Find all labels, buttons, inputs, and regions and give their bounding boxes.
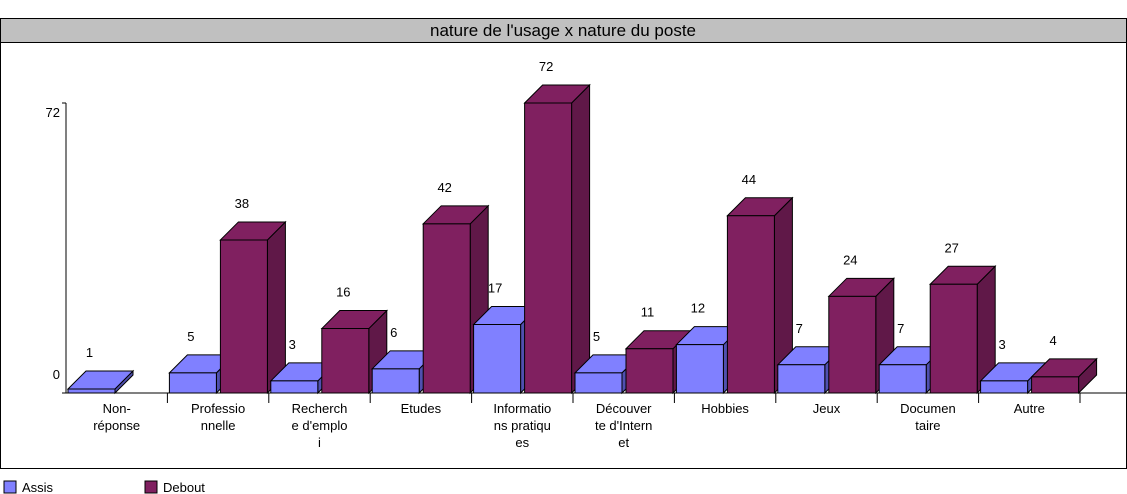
bar [1030, 357, 1098, 395]
x-tick-label: Hobbies [701, 401, 749, 416]
bar-face [574, 372, 623, 394]
x-tick-label: Informatio ns pratiqu es [493, 401, 552, 450]
bar-face [625, 348, 674, 394]
bar-face [168, 372, 217, 394]
bar-face [219, 239, 268, 394]
data-label: 6 [390, 325, 397, 340]
bar [219, 220, 287, 395]
bar-face [371, 368, 420, 394]
bar-face [524, 102, 573, 394]
bar-face [828, 295, 877, 394]
bar-face [980, 380, 1029, 394]
data-label: 27 [944, 240, 958, 255]
data-label: 24 [843, 252, 857, 267]
x-tick-label: Etudes [400, 401, 442, 416]
bar [726, 196, 794, 395]
bar [66, 369, 135, 395]
bar-face [571, 83, 591, 395]
title-bar [0, 18, 1127, 43]
bar-face [1031, 376, 1080, 394]
bar-face [929, 283, 978, 394]
data-label: 7 [796, 321, 803, 336]
bar-face [422, 223, 471, 394]
legend-label: Assis [22, 480, 54, 494]
data-label: 12 [691, 301, 705, 316]
chart-title: nature de l'usage x nature du poste [430, 21, 696, 40]
x-tick-label: Jeux [812, 401, 841, 416]
legend-label: Debout [163, 480, 205, 494]
y-tick-label: 72 [46, 105, 60, 120]
bar-face [266, 220, 286, 395]
bar-face [726, 215, 775, 394]
data-label: 5 [593, 329, 600, 344]
data-label: 11 [641, 305, 655, 320]
data-label: 42 [437, 180, 451, 195]
data-label: 3 [998, 337, 1005, 352]
data-label: 38 [235, 196, 249, 211]
x-tick-label: Non- réponse [93, 401, 141, 433]
data-label: 4 [1049, 333, 1056, 348]
bar [928, 265, 997, 395]
data-label: 16 [336, 285, 350, 300]
data-label: 3 [289, 337, 296, 352]
x-tick-label: Autre [1013, 401, 1045, 416]
legend-swatch [3, 480, 17, 494]
data-label: 17 [488, 281, 502, 296]
bar-face [675, 344, 724, 394]
data-label: 72 [539, 59, 553, 74]
y-tick-label: 0 [53, 367, 60, 382]
bar-face [67, 388, 116, 394]
data-label: 7 [897, 321, 904, 336]
bar-face [321, 328, 370, 394]
x-tick-label: Professio nnelle [190, 401, 246, 433]
data-label: 1 [86, 345, 93, 360]
bar-face [878, 364, 927, 394]
bar-face [777, 364, 826, 394]
data-label: 5 [187, 329, 194, 344]
data-label: 44 [742, 172, 756, 187]
bar-face [473, 324, 522, 394]
bar [523, 83, 591, 395]
legend-swatch [144, 480, 158, 494]
x-tick-label: Documen taire [900, 401, 956, 433]
x-tick-label: Découver te d'Intern et [594, 401, 653, 450]
bar-face [270, 380, 319, 394]
x-tick-label: Recherch e d'emplo i [291, 401, 348, 450]
